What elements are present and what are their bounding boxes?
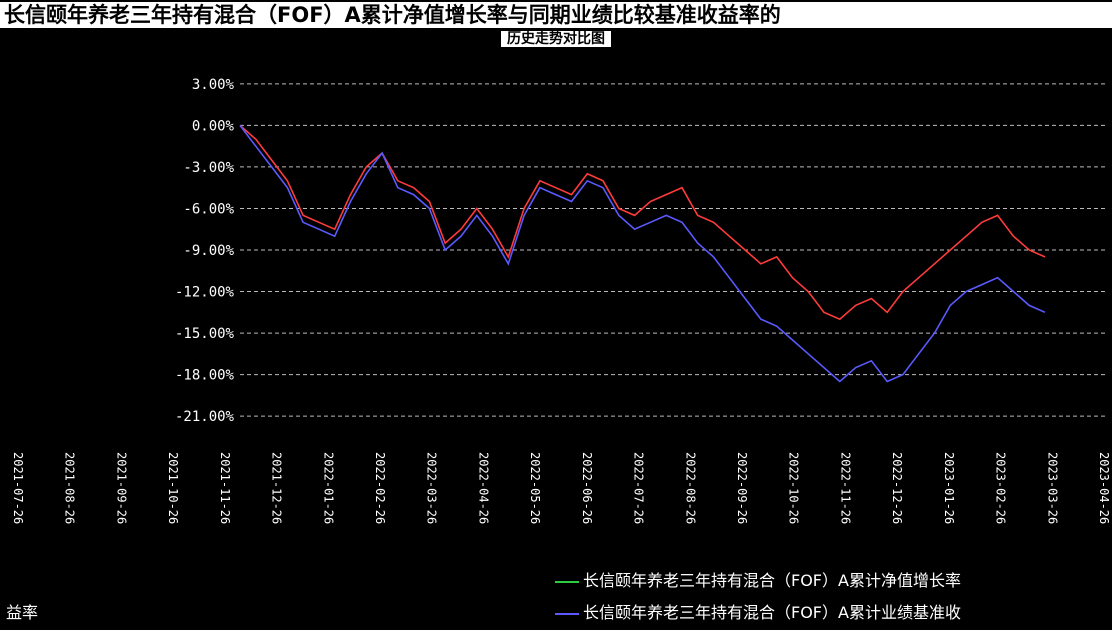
x-tick-label: 2023-02-26 xyxy=(994,452,1008,524)
x-tick-label: 2022-10-26 xyxy=(787,452,801,524)
y-tick-label: -9.00% xyxy=(183,243,234,259)
legend-swatch-nav xyxy=(555,580,579,583)
series-line-benchmark xyxy=(239,124,1046,383)
x-tick-label: 2022-06-26 xyxy=(580,452,594,524)
series-line-nav xyxy=(239,124,1046,321)
legend-item-benchmark: 长信颐年养老三年持有混合（FOF）A累计业绩基准收 xyxy=(555,602,1112,624)
x-tick-labels: 2021-07-26 2021-08-26 2021-09-26 2021-10-26… xyxy=(11,452,1111,524)
legend-label-tail: 益率 xyxy=(6,603,39,622)
x-tick-label: 2023-03-26 xyxy=(1045,452,1059,524)
chart-subtitle-text: 历史走势对比图 xyxy=(501,31,611,47)
x-tick-label: 2022-08-26 xyxy=(683,452,697,524)
x-tick-label: 2022-12-26 xyxy=(890,452,904,524)
x-tick-label: 2022-11-26 xyxy=(838,452,852,524)
x-tick-label: 2022-05-26 xyxy=(528,452,542,524)
legend-label-benchmark: 长信颐年养老三年持有混合（FOF）A累计业绩基准收 xyxy=(583,603,961,622)
y-tick-label: -12.00% xyxy=(175,285,235,301)
x-tick-label: 2022-09-26 xyxy=(735,452,749,524)
y-tick-labels: 3.00% 0.00% -3.00% -6.00% -9.00% -12.00% -15.0… xyxy=(175,77,235,425)
x-tick-label: 2022-01-26 xyxy=(321,452,335,524)
chart-subtitle: 历史走势对比图 xyxy=(0,30,1112,48)
y-tick-label: -15.00% xyxy=(175,326,235,342)
y-tick-label: -18.00% xyxy=(175,368,235,384)
legend-item-nav: 长信颐年养老三年持有混合（FOF）A累计净值增长率 xyxy=(555,570,1112,592)
x-tick-label: 2022-04-26 xyxy=(476,452,490,524)
x-tick-label: 2021-09-26 xyxy=(114,452,128,524)
grid-layer xyxy=(240,83,1105,417)
series-lines xyxy=(239,124,1046,383)
y-tick-label: 0.00% xyxy=(192,118,235,134)
legend-swatch-benchmark xyxy=(555,612,579,615)
x-tick-label: 2021-07-26 xyxy=(11,452,25,524)
chart-title: 长信颐年养老三年持有混合（FOF）A累计净值增长率与同期业绩比较基准收益率的 xyxy=(0,2,1112,28)
x-tick-label: 2023-01-26 xyxy=(942,452,956,524)
x-tick-label: 2022-07-26 xyxy=(632,452,646,524)
x-tick-label: 2021-10-26 xyxy=(166,452,180,524)
x-tick-label: 2023-04-26 xyxy=(1097,452,1111,524)
y-tick-label: -21.00% xyxy=(175,409,235,425)
y-tick-label: -3.00% xyxy=(183,160,234,176)
x-tick-label: 2021-12-26 xyxy=(270,452,284,524)
y-tick-label: -6.00% xyxy=(183,201,234,217)
y-tick-label: 3.00% xyxy=(192,77,235,93)
x-tick-label: 2022-02-26 xyxy=(373,452,387,524)
x-tick-label: 2021-08-26 xyxy=(63,452,77,524)
x-tick-label: 2022-03-26 xyxy=(425,452,439,524)
legend-label-nav: 长信颐年养老三年持有混合（FOF）A累计净值增长率 xyxy=(583,571,961,590)
x-tick-label: 2021-11-26 xyxy=(218,452,232,524)
